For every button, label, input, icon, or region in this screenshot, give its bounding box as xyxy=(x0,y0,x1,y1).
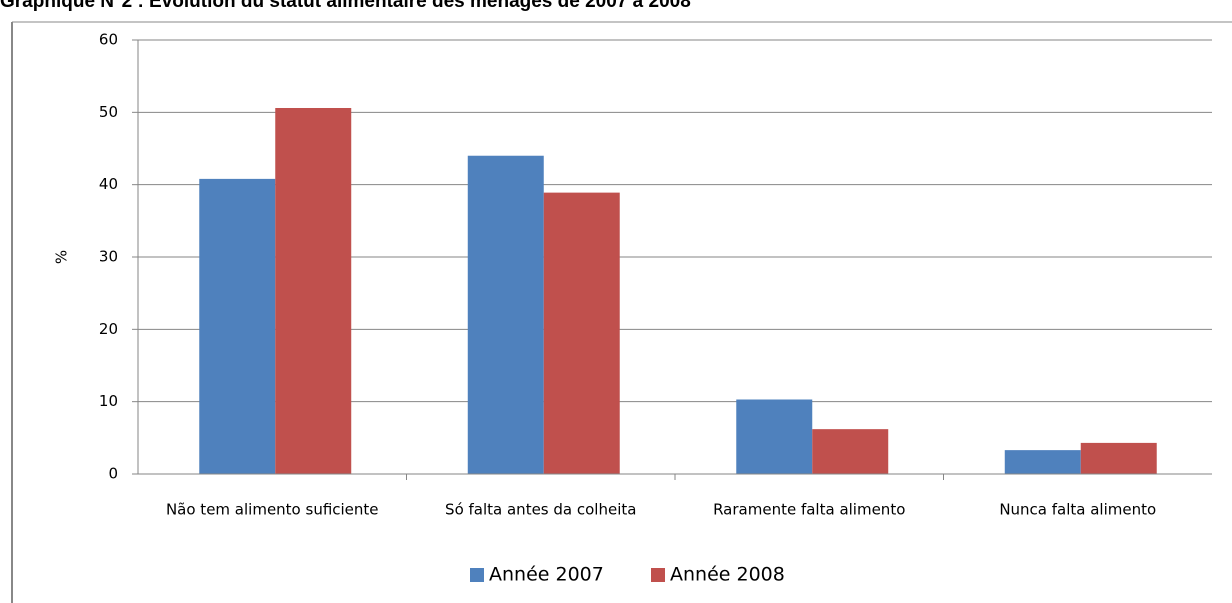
y-tick-label: 0 xyxy=(108,465,118,483)
x-tick-label: Só falta antes da colheita xyxy=(445,501,636,519)
bar xyxy=(736,399,813,474)
bar xyxy=(1004,450,1081,474)
x-tick-label: Raramente falta alimento xyxy=(713,501,905,519)
y-axis-label: % xyxy=(53,250,71,264)
y-tick-label: 60 xyxy=(99,31,118,49)
legend-label: Année 2007 xyxy=(489,564,604,586)
legend-swatch xyxy=(470,568,484,582)
bar xyxy=(467,155,544,474)
chart-title: Graphique N°2 : Evolution du statut alim… xyxy=(0,0,691,12)
y-tick-label: 10 xyxy=(99,392,118,410)
legend-label: Année 2008 xyxy=(670,564,785,586)
bar xyxy=(1080,442,1157,474)
bar xyxy=(812,429,889,474)
legend-swatch xyxy=(651,568,665,582)
x-tick-label: Nunca falta alimento xyxy=(999,501,1156,519)
y-tick-label: 50 xyxy=(99,103,118,121)
y-tick-label: 20 xyxy=(99,320,118,338)
bar xyxy=(275,107,352,474)
y-tick-label: 40 xyxy=(99,175,118,193)
bar xyxy=(199,178,276,474)
bar xyxy=(543,192,620,474)
y-tick-label: 30 xyxy=(99,248,118,266)
x-tick-label: Não tem alimento suficiente xyxy=(166,501,379,519)
